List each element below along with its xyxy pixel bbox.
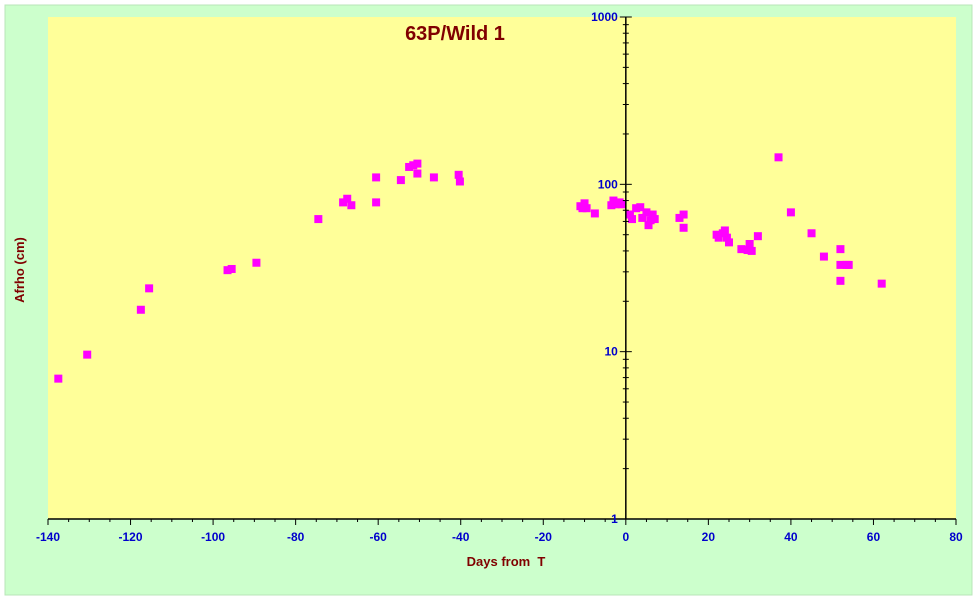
data-point [611,200,620,209]
plot-area [48,17,956,519]
data-point [753,232,762,241]
data-point [725,238,733,247]
chart-title: 63P/Wild 1 [405,23,505,45]
data-point [372,173,381,182]
data-point [580,199,589,208]
data-point [454,170,463,179]
x-tick-label: -40 [452,530,470,544]
x-tick-label: -100 [201,530,225,544]
data-point [774,153,783,162]
y-axis-title: Afrho (cm) [12,237,27,303]
data-point [628,215,637,224]
data-point [720,226,729,235]
data-point [675,213,684,222]
data-point [429,173,438,182]
data-point [650,215,659,224]
y-tick-label: 1 [611,512,618,526]
data-point [625,210,634,219]
y-tick-label: 10 [604,345,618,359]
data-point [314,215,323,224]
data-point [743,246,752,255]
data-point [223,266,232,275]
data-point [413,159,422,168]
data-point [644,221,653,230]
data-point [405,162,414,171]
data-point [409,161,418,170]
data-point [807,229,816,238]
x-tick-label: 60 [867,530,881,544]
data-point [607,201,616,210]
data-point [642,208,651,217]
data-point [455,177,464,186]
x-axis-title: Days from T [467,554,546,569]
data-point [252,258,261,267]
x-tick-label: 0 [622,530,629,544]
x-tick-label: 40 [784,530,798,544]
data-point [679,223,688,232]
data-point [877,279,886,288]
data-point [632,204,641,213]
x-tick-label: -140 [36,530,60,544]
x-tick-label: -120 [119,530,143,544]
data-point [617,200,626,209]
data-point [343,194,352,203]
data-points [54,153,886,383]
data-point [372,198,381,207]
data-point [836,276,845,285]
data-point [737,245,746,254]
data-point [339,198,348,207]
x-tick-label: 80 [949,530,963,544]
data-point [347,201,356,210]
data-point [227,264,236,273]
data-point [636,203,645,212]
data-point [722,233,731,242]
data-point [836,245,845,254]
data-point [819,252,828,261]
y-tick-label: 1000 [591,10,618,24]
data-point [786,208,795,217]
data-point [590,209,599,218]
data-point [396,176,405,185]
data-point [136,305,145,314]
data-point [679,210,688,219]
data-point [83,350,92,359]
data-point [836,260,845,269]
x-tick-label: -20 [535,530,553,544]
x-tick-label: -60 [370,530,388,544]
data-point [646,216,655,225]
data-point [638,213,647,222]
data-point [413,169,422,178]
data-point [582,204,591,213]
x-tick-label: -80 [287,530,305,544]
data-point [54,374,63,383]
axes: -140 -120 -100 -80 -60 -40 -20 0 20 40 60 80 1 10 100 1… [36,10,963,544]
data-point [145,284,154,293]
data-point [747,246,756,255]
data-point [745,239,754,248]
x-tick-label: 20 [702,530,716,544]
data-point [578,204,587,213]
y-tick-label: 100 [598,177,618,191]
data-point [714,233,723,242]
data-point [648,210,657,219]
data-point [844,260,853,269]
